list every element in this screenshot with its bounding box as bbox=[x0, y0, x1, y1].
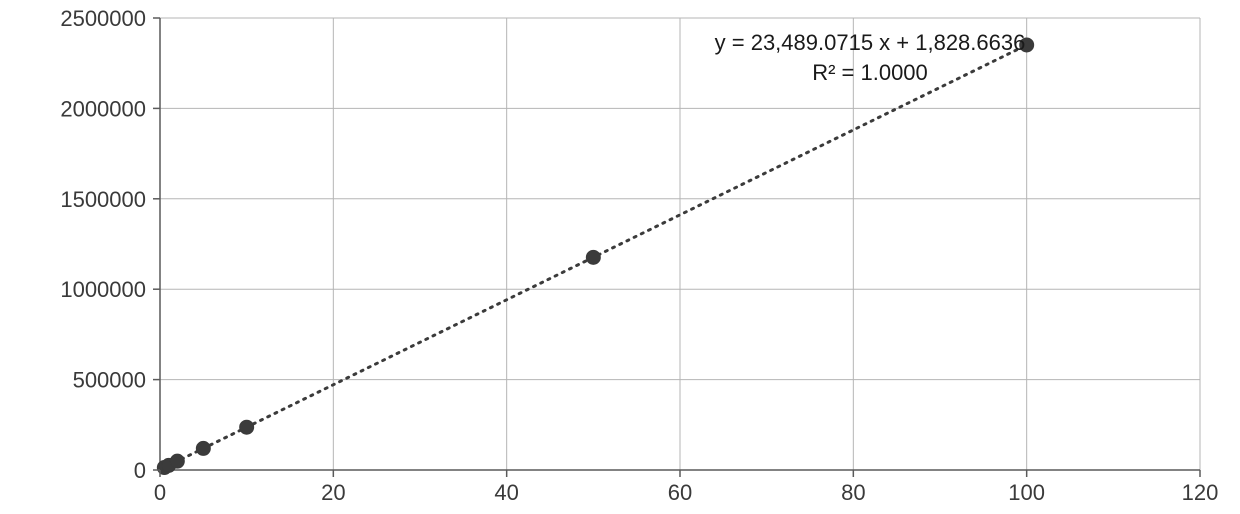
y-tick-label: 0 bbox=[134, 458, 146, 483]
regression-equation: y = 23,489.0715 x + 1,828.6636 bbox=[715, 30, 1026, 55]
x-tick-label: 120 bbox=[1182, 480, 1219, 505]
data-point bbox=[586, 250, 600, 264]
x-tick-label: 60 bbox=[668, 480, 692, 505]
y-tick-label: 1000000 bbox=[60, 277, 146, 302]
x-tick-label: 0 bbox=[154, 480, 166, 505]
y-tick-label: 500000 bbox=[73, 368, 146, 393]
x-tick-label: 100 bbox=[1008, 480, 1045, 505]
r-squared-label: R² = 1.0000 bbox=[812, 60, 928, 85]
x-tick-label: 20 bbox=[321, 480, 345, 505]
data-point bbox=[196, 441, 210, 455]
chart-svg: 0 500000 1000000 1500000 2000000 2500000 0 20 40… bbox=[0, 0, 1240, 514]
data-point bbox=[240, 420, 254, 434]
x-tick-label: 40 bbox=[494, 480, 518, 505]
y-tick-label: 2000000 bbox=[60, 96, 146, 121]
linear-calibration-chart: 0 500000 1000000 1500000 2000000 2500000 0 20 40… bbox=[0, 0, 1240, 514]
y-tick-label: 2500000 bbox=[60, 6, 146, 31]
y-tick-label: 1500000 bbox=[60, 187, 146, 212]
x-tick-label: 80 bbox=[841, 480, 865, 505]
data-point bbox=[170, 454, 184, 468]
